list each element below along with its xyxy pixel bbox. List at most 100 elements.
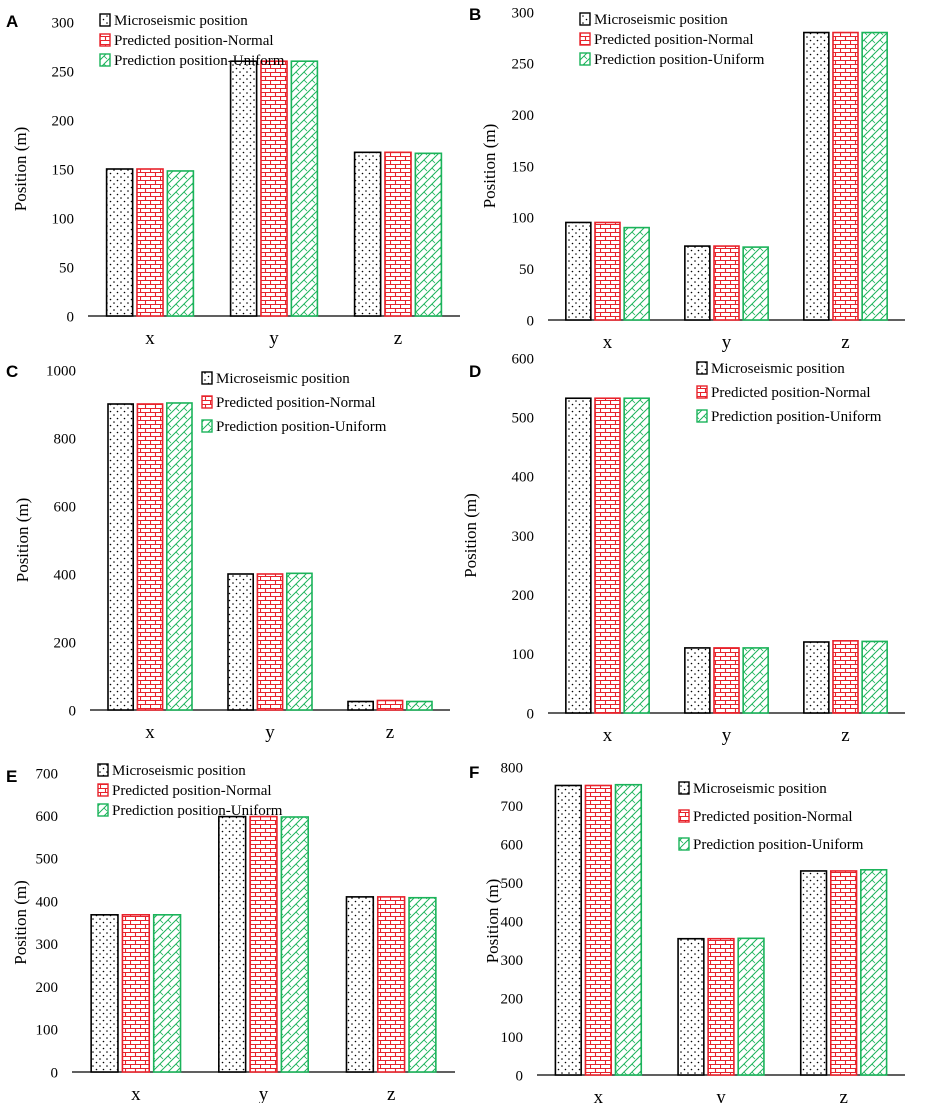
x-tick-label: y bbox=[716, 1087, 726, 1103]
legend-label-uniform: Prediction position-Uniform bbox=[693, 837, 864, 853]
legend-swatch-uniform bbox=[579, 52, 591, 66]
y-tick-label: 700 bbox=[36, 766, 59, 782]
x-tick-label: z bbox=[841, 332, 849, 353]
chart-panel-c: C Position (m) 0 200 400 600 800 1000 x y z Microse… bbox=[6, 362, 450, 743]
legend-swatch-microseismic bbox=[97, 763, 109, 777]
x-tick-label: x bbox=[145, 328, 155, 349]
x-tick-label: z bbox=[839, 1087, 847, 1103]
bar-uniform-z bbox=[405, 700, 433, 711]
y-tick-label: 0 bbox=[527, 313, 535, 329]
x-tick-label: x bbox=[603, 725, 613, 746]
y-tick-label: 150 bbox=[512, 159, 535, 175]
legend-swatch-normal bbox=[99, 33, 111, 47]
bar-microseismic-y bbox=[684, 245, 711, 321]
legend-label-normal: Predicted position-Normal bbox=[693, 809, 853, 825]
bar-microseismic-z bbox=[345, 896, 375, 1073]
y-tick-label: 0 bbox=[67, 309, 75, 325]
x-tick-label: z bbox=[394, 328, 402, 349]
bar-normal-x bbox=[584, 784, 613, 1076]
y-tick-label: 0 bbox=[527, 706, 535, 722]
x-tick-label: x bbox=[131, 1084, 141, 1103]
y-tick-label: 0 bbox=[51, 1065, 59, 1081]
legend-label-microseismic: Microseismic position bbox=[693, 781, 827, 797]
x-tick-label: x bbox=[594, 1087, 604, 1103]
x-tick-label: z bbox=[387, 1084, 395, 1103]
legend-swatch-microseismic bbox=[99, 13, 111, 27]
legend-label-uniform: Prediction position-Uniform bbox=[594, 52, 765, 68]
y-tick-label: 50 bbox=[59, 260, 74, 276]
y-tick-label: 400 bbox=[36, 894, 59, 910]
y-tick-label: 100 bbox=[512, 647, 535, 663]
y-tick-label: 700 bbox=[501, 799, 524, 815]
legend-swatch-normal bbox=[201, 395, 213, 409]
bar-microseismic-x bbox=[107, 403, 135, 711]
y-tick-label: 200 bbox=[36, 980, 59, 996]
bar-uniform-x bbox=[614, 783, 643, 1076]
x-tick-label: y bbox=[259, 1084, 269, 1103]
bar-microseismic-z bbox=[803, 31, 830, 321]
bar-uniform-z bbox=[408, 896, 437, 1073]
legend-label-microseismic: Microseismic position bbox=[711, 361, 845, 377]
bar-uniform-y bbox=[285, 572, 313, 711]
bar-normal-x bbox=[594, 397, 621, 714]
y-tick-label: 200 bbox=[512, 588, 535, 604]
legend-swatch-microseismic bbox=[201, 371, 213, 385]
y-tick-label: 150 bbox=[52, 162, 75, 178]
bar-normal-y bbox=[256, 573, 284, 711]
bar-uniform-x bbox=[166, 402, 193, 711]
bar-normal-x bbox=[594, 221, 621, 321]
legend-swatch-normal bbox=[97, 783, 109, 797]
y-tick-label: 100 bbox=[501, 1030, 524, 1046]
legend-label-microseismic: Microseismic position bbox=[112, 763, 246, 779]
y-tick-label: 400 bbox=[54, 567, 77, 583]
x-tick-label: z bbox=[386, 722, 394, 743]
y-tick-label: 50 bbox=[519, 262, 534, 278]
chart-panel-e: E Position (m) 0 100 200 300 400 500 600 700 x y z Mi… bbox=[6, 763, 455, 1103]
bar-normal-z bbox=[376, 896, 406, 1073]
y-axis-title: Position (m) bbox=[13, 498, 32, 583]
y-tick-label: 600 bbox=[54, 499, 77, 515]
panel-letter: B bbox=[469, 5, 481, 24]
x-tick-label: y bbox=[269, 328, 279, 349]
bar-uniform-z bbox=[414, 152, 443, 317]
y-tick-label: 800 bbox=[54, 431, 77, 447]
bar-microseismic-x bbox=[565, 397, 592, 714]
bar-normal-z bbox=[384, 151, 412, 317]
y-axis-title: Position (m) bbox=[483, 879, 502, 964]
y-tick-label: 250 bbox=[52, 64, 75, 80]
bar-microseismic-x bbox=[554, 784, 582, 1076]
legend-label-microseismic: Microseismic position bbox=[216, 371, 350, 387]
legend-label-uniform: Prediction position-Uniform bbox=[711, 409, 882, 425]
bar-uniform-x bbox=[152, 914, 182, 1073]
panel-letter: D bbox=[469, 362, 481, 381]
bar-uniform-z bbox=[861, 31, 888, 321]
legend-swatch-normal bbox=[579, 32, 591, 46]
x-tick-label: y bbox=[722, 332, 732, 353]
y-tick-label: 400 bbox=[501, 914, 524, 930]
y-tick-label: 500 bbox=[36, 852, 59, 868]
legend-swatch-microseismic bbox=[678, 781, 690, 795]
y-tick-label: 200 bbox=[501, 991, 524, 1007]
panel-letter: A bbox=[6, 12, 18, 31]
chart-panel-b: B Position (m) 0 50 100 150 200 250 300 x y z Micros… bbox=[469, 5, 905, 353]
legend-label-normal: Predicted position-Normal bbox=[112, 783, 272, 799]
bar-microseismic-z bbox=[347, 700, 375, 711]
legend-swatch-uniform bbox=[99, 53, 111, 67]
bar-normal-z bbox=[829, 870, 858, 1076]
y-tick-label: 300 bbox=[512, 5, 535, 21]
bar-uniform-y bbox=[737, 937, 765, 1076]
legend-label-normal: Predicted position-Normal bbox=[216, 395, 376, 411]
y-tick-label: 500 bbox=[512, 410, 535, 426]
legend-label-uniform: Prediction position-Uniform bbox=[216, 419, 387, 435]
bar-uniform-x bbox=[623, 226, 650, 321]
y-axis-title: Position (m) bbox=[480, 124, 499, 209]
bar-microseismic-x bbox=[565, 221, 592, 321]
y-axis-title: Position (m) bbox=[461, 493, 480, 578]
y-axis-title: Position (m) bbox=[11, 880, 30, 965]
y-tick-label: 300 bbox=[52, 15, 75, 31]
legend-label-uniform: Prediction position-Uniform bbox=[114, 53, 285, 69]
bar-uniform-y bbox=[280, 816, 309, 1073]
y-tick-label: 300 bbox=[512, 529, 535, 545]
y-tick-label: 800 bbox=[501, 760, 524, 776]
